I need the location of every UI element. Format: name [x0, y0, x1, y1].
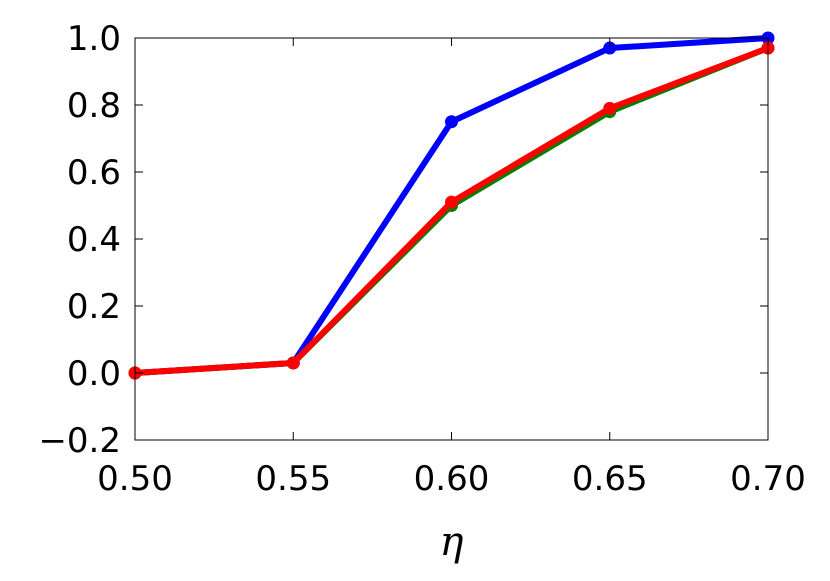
series-3-point	[445, 195, 458, 209]
x-tick-label: 0.70	[730, 459, 806, 499]
series-3-point	[603, 101, 617, 115]
y-tick-label: 1.0	[67, 19, 121, 59]
y-tick-label: 0.4	[67, 220, 121, 260]
x-axis-label: η	[440, 519, 464, 565]
ticks-layer: 0.50 0.55 0.60 0.65 0.70 −0.2 0.0 0.2 0.4 0.6 0.8 1…	[38, 19, 805, 499]
x-tick-label: 0.65	[572, 459, 648, 499]
series-1-point	[445, 115, 458, 129]
x-tick-label: 0.55	[255, 459, 331, 499]
series-1-point	[603, 41, 617, 55]
y-tick-label: −0.2	[38, 421, 121, 461]
y-tick-label: 0.6	[67, 153, 121, 193]
series-layer	[128, 31, 775, 380]
plot-frame	[134, 37, 769, 441]
y-tick-label: 0.0	[67, 354, 121, 394]
x-tick-label: 0.50	[97, 459, 173, 499]
y-tick-label: 0.2	[67, 287, 121, 327]
x-tick-label: 0.60	[414, 459, 490, 499]
y-tick-label: 0.8	[67, 86, 121, 126]
series-3-point	[286, 356, 300, 370]
